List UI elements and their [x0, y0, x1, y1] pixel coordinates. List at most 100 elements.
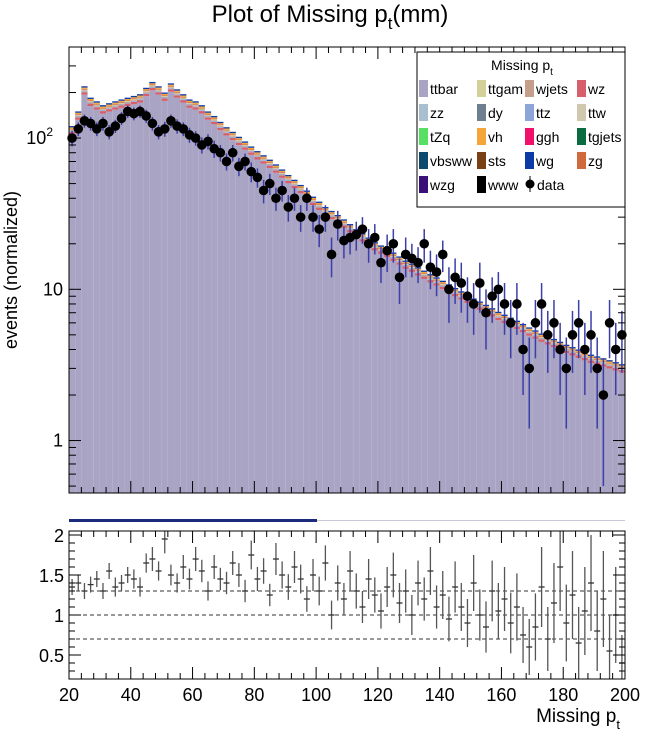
mc-bar-wjets: [99, 109, 107, 111]
mc-bar-vh: [118, 100, 125, 102]
mc-bar-wg: [421, 270, 428, 272]
legend-swatch-tZq: [419, 128, 428, 145]
mc-bar-ttgam: [241, 144, 249, 146]
mc-bar-vh: [421, 271, 428, 274]
mc-bar-ttz: [204, 116, 212, 117]
mc-bar-ttbar: [309, 205, 317, 493]
mc-bar-ttbar: [396, 264, 403, 493]
ratio-x-tick-label: 180: [548, 685, 578, 705]
mc-bar-wg: [229, 131, 236, 134]
data-point: [147, 118, 158, 129]
mc-bar-zg: [161, 95, 168, 96]
data-point: [332, 219, 343, 229]
mc-bar-ttbar: [149, 90, 156, 493]
mc-bar-ttw: [136, 97, 144, 99]
legend-swatch-vbsww: [419, 152, 428, 169]
mc-bar-wjets: [106, 107, 113, 109]
mc-bar-wz: [421, 276, 428, 279]
mc-bar-wg: [217, 121, 224, 124]
data-point: [444, 284, 454, 295]
mc-bar-vh: [217, 123, 224, 125]
mc-bar-ttbar: [433, 285, 440, 493]
mc-bar-wjets: [204, 115, 212, 117]
legend-entries: ttbar ttgam wjets wz zz dy ttz ttw tZq vh ggh tgjet…: [419, 80, 621, 193]
mc-bar-wz: [99, 111, 107, 114]
mc-bar-ttw: [87, 101, 94, 103]
legend-swatch-sts: [477, 152, 486, 169]
mc-bar-ttbar: [124, 106, 131, 494]
mc-bar-ttgam: [81, 89, 88, 91]
mc-bar-zz: [439, 286, 446, 287]
mc-bar-ttgam: [124, 101, 131, 102]
mc-bar-ttgam: [130, 99, 137, 100]
mc-bar-ttbar: [254, 159, 261, 494]
legend-label: wzg: [429, 177, 455, 193]
mc-bar-ttw: [155, 90, 162, 91]
mc-bar-ttgam: [118, 102, 125, 104]
mc-bar-wz: [161, 98, 168, 101]
mc-bar-ttz: [285, 179, 292, 181]
mc-bar-wg: [297, 184, 304, 187]
mc-bar-ttw: [112, 105, 119, 106]
mc-bar-vh: [204, 112, 212, 114]
legend-label: tgjets: [588, 129, 621, 145]
mc-bar-zz: [309, 202, 317, 203]
mc-bar-ttbar: [334, 223, 341, 493]
mc-bar-ttbar: [174, 97, 181, 493]
mc-bar-ttbar: [587, 363, 595, 493]
mc-bar-ttbar: [575, 357, 582, 493]
data-point: [481, 307, 491, 318]
data-point: [524, 363, 535, 374]
mc-bar-ttgam: [143, 91, 150, 92]
mc-bar-ttz: [112, 106, 119, 107]
mc-bar-ttw: [186, 103, 193, 104]
mc-bar-zz: [186, 104, 193, 106]
mc-bar-zg: [229, 134, 236, 136]
data-point: [586, 330, 596, 340]
mc-bar-wz: [204, 117, 212, 120]
mc-bar-vh: [75, 112, 82, 114]
mc-bar-wg: [235, 136, 242, 139]
chart-title: Plot of Missing pt(mm): [212, 1, 449, 33]
mc-bar-vh: [396, 257, 403, 259]
mc-bar-ttw: [198, 108, 205, 110]
mc-bar-wjets: [229, 135, 236, 137]
mc-bar-wjets: [328, 215, 335, 216]
mc-bar-vh: [161, 93, 168, 96]
mc-bar-ttgam: [217, 125, 224, 126]
mc-bar-wg: [340, 219, 347, 221]
mc-bar-ttbar: [130, 104, 137, 494]
data-point: [215, 147, 226, 158]
mc-bar-zz: [161, 97, 168, 99]
mc-bar-ttbar: [112, 109, 119, 493]
legend-swatch-vh: [477, 128, 486, 145]
mc-bar-ttbar: [291, 188, 298, 493]
mc-bar-wjets: [309, 200, 317, 202]
legend-label: sts: [488, 153, 506, 169]
mc-bar-ttbar: [458, 299, 465, 493]
mc-bar-ttz: [248, 151, 255, 153]
mc-bar-zg: [248, 149, 255, 150]
mc-bar-ttz: [198, 110, 205, 111]
mc-bar-vh: [167, 84, 175, 86]
mc-bar-ttbar: [87, 106, 94, 494]
mc-bar-vh: [192, 102, 199, 104]
data-point: [561, 363, 572, 374]
mc-bar-wz: [81, 92, 88, 95]
panel-separator-band: [69, 519, 317, 522]
mc-bar-wg: [439, 280, 446, 283]
mc-bar-ttw: [99, 108, 107, 110]
mc-bar-ttbar: [167, 91, 175, 493]
legend-swatch-wjets: [525, 80, 534, 97]
mc-bar-zg: [538, 336, 545, 337]
mc-bar-zz: [136, 99, 144, 101]
mc-bar-wg: [87, 97, 94, 99]
mc-bar-vh: [328, 212, 335, 214]
mc-bar-ttbar: [198, 113, 205, 493]
ratio-x-tick-label: 160: [486, 685, 516, 705]
mc-bar-wz: [186, 105, 193, 108]
data-point: [240, 156, 250, 167]
mc-bar-wz: [136, 100, 144, 103]
mc-bar-wjets: [526, 331, 533, 333]
legend-swatch-zg: [577, 152, 586, 169]
